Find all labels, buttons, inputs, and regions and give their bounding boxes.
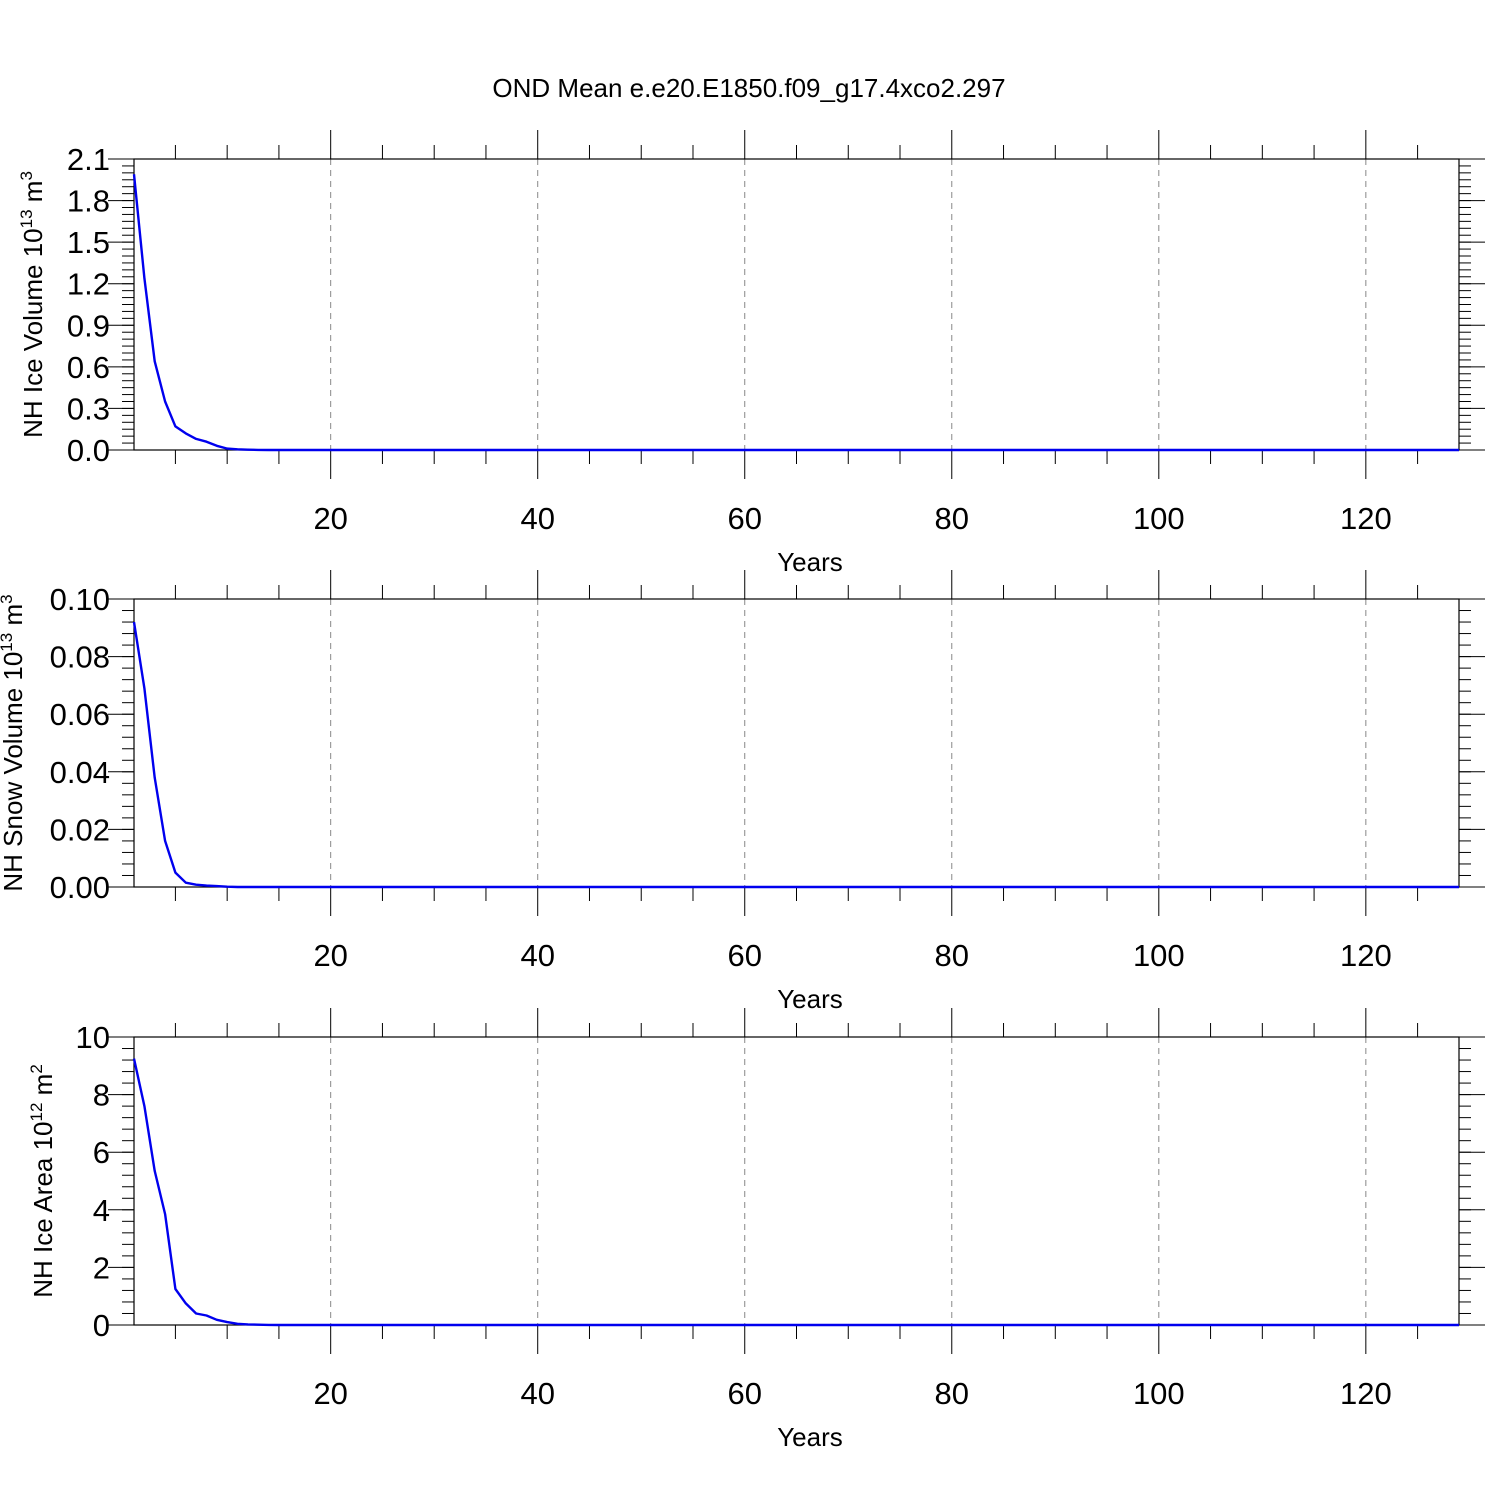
x-tick-label: 20 [313, 1376, 347, 1411]
y-tick-label: 0.10 [50, 582, 110, 617]
x-tick-label: 120 [1340, 501, 1392, 536]
y-axis-title-part: m [0, 604, 28, 633]
x-axis-title: Years [777, 1422, 843, 1452]
x-tick-label: 120 [1340, 938, 1392, 973]
y-tick-label: 10 [76, 1020, 110, 1055]
y-tick-label: 0.6 [67, 350, 110, 385]
y-tick-label: 2.1 [67, 142, 110, 177]
x-tick-label: 80 [935, 501, 969, 536]
y-tick-label: 4 [93, 1193, 110, 1228]
y-tick-label: 1.2 [67, 267, 110, 302]
y-tick-label: 0.04 [50, 755, 110, 790]
x-tick-label: 100 [1133, 1376, 1185, 1411]
x-axis-title: Years [777, 547, 843, 577]
y-tick-label: 0.08 [50, 640, 110, 675]
y-tick-label: 0.3 [67, 391, 110, 426]
y-tick-label: 0.0 [67, 433, 110, 468]
y-axis-title-part: NH Snow Volume 10 [0, 652, 28, 892]
y-tick-label: 6 [93, 1135, 110, 1170]
y-axis-title-part: NH Ice Area 10 [28, 1121, 58, 1297]
y-tick-label: 1.5 [67, 225, 110, 260]
x-tick-label: 20 [313, 938, 347, 973]
x-tick-label: 60 [728, 501, 762, 536]
y-axis-title: NH Snow Volume 1013 m3 [0, 594, 28, 891]
chart-panels: 0.00.30.60.91.21.51.82.120 40 60 80 100 120Ye… [0, 130, 1485, 1452]
y-axis-superscript: 13 [0, 633, 16, 652]
y-axis-superscript: 12 [27, 1103, 46, 1122]
chart-panel-3: 0 2 4 6 8 10 20 40 60 80 100 120 Years NH Ice Area 10… [27, 1008, 1485, 1452]
y-axis-title: NH Ice Area 1012 m2 [27, 1064, 58, 1298]
y-tick-label: 8 [93, 1078, 110, 1113]
series-line [132, 174, 1459, 452]
y-axis-superscript: 13 [17, 209, 36, 228]
y-axis-title-part: NH Ice Volume 10 [18, 228, 48, 438]
y-axis-title-part: m [18, 181, 48, 210]
y-axis-superscript: 3 [17, 171, 36, 180]
y-tick-label: 0.9 [67, 308, 110, 343]
chart-panel-2: 0.00 0.02 0.04 0.06 0.08 0.10 20 40 60 80 100 120 Ye… [0, 570, 1485, 1014]
y-tick-label: 1.8 [67, 184, 110, 219]
chart-title: OND Mean e.e20.E1850.f09_g17.4xco2.297 [492, 73, 1005, 103]
x-tick-label: 80 [935, 938, 969, 973]
y-tick-label: 0.06 [50, 697, 110, 732]
x-tick-label: 60 [728, 1376, 762, 1411]
x-tick-label: 20 [313, 501, 347, 536]
x-tick-label: 80 [935, 1376, 969, 1411]
x-tick-label: 40 [520, 1376, 554, 1411]
x-tick-label: 60 [728, 938, 762, 973]
x-tick-label: 120 [1340, 1376, 1392, 1411]
y-axis-superscript: 2 [27, 1064, 46, 1073]
chart-panel-1: 0.0 0.3 0.6 0.9 1.2 1.5 1.8 2.1 20 40 60 80 100 120 Ye… [17, 130, 1485, 577]
y-tick-label: 0 [93, 1308, 110, 1343]
x-tick-label: 100 [1133, 501, 1185, 536]
y-tick-label: 0.00 [50, 870, 110, 905]
x-axis-title: Years [777, 984, 843, 1014]
y-axis-title-part: m [28, 1074, 58, 1103]
x-tick-label: 40 [520, 938, 554, 973]
plot-frame [133, 598, 1460, 888]
y-axis-superscript: 3 [0, 594, 16, 603]
y-tick-label: 0.02 [50, 812, 110, 847]
x-tick-label: 100 [1133, 938, 1185, 973]
series-line [132, 621, 1459, 889]
plot-frame [133, 158, 1460, 451]
y-tick-label: 2 [93, 1250, 110, 1285]
y-axis-title: NH Ice Volume 1013 m3 [17, 171, 48, 438]
x-tick-label: 40 [520, 501, 554, 536]
plot-frame [133, 1036, 1460, 1326]
series-line [132, 1058, 1459, 1327]
